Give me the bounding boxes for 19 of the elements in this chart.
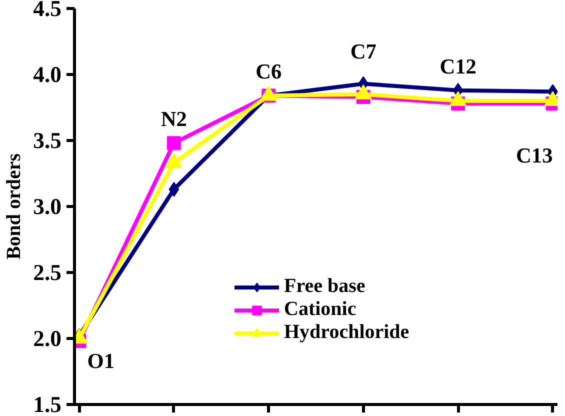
legend-label: Cationic: [284, 298, 356, 321]
y-tick-label: 3.0: [33, 194, 62, 219]
point: [168, 182, 180, 197]
annotation: O1: [87, 349, 114, 374]
y-tick-label: 2.0: [33, 326, 62, 351]
y-tick-label: 2.5: [33, 260, 62, 285]
y-tick-label: 4.5: [33, 0, 62, 21]
annotation: C6: [256, 60, 282, 84]
y-tick-label: 3.5: [33, 128, 62, 153]
annotation: N2: [160, 107, 187, 132]
y-tick-label: 1.5: [33, 392, 62, 416]
y-axis-title: Bond orders: [3, 153, 26, 260]
annotation: C7: [350, 40, 377, 64]
annotation: C12: [440, 54, 476, 78]
legend-label: Free base: [284, 275, 366, 298]
point: [166, 136, 181, 150]
legend-label: Hydrochloride: [284, 321, 410, 344]
y-tick-label: 4.0: [33, 62, 62, 87]
annotation: C13: [516, 144, 553, 168]
